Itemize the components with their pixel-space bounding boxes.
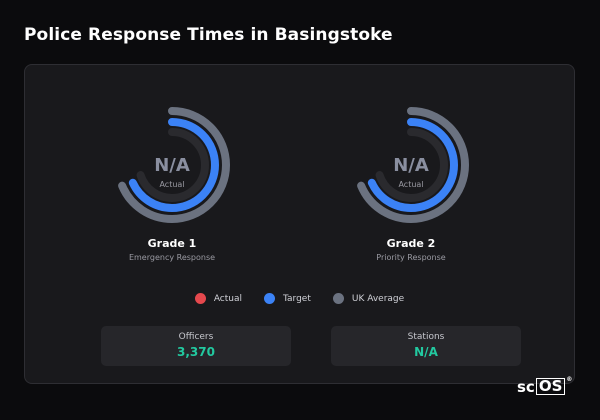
gauge-value: N/A xyxy=(393,155,429,176)
legend: Actual Target UK Average xyxy=(25,293,574,304)
brand-boxed: OS xyxy=(535,378,566,395)
actual-track-ring xyxy=(374,128,448,202)
legend-dot-icon xyxy=(194,293,206,304)
gauge-title: Grade 2 xyxy=(386,237,436,250)
brand-logo: sc OS ® xyxy=(517,376,573,396)
legend-item-actual: Actual xyxy=(194,293,243,304)
gauge-grade-2-rings: N/A Actual xyxy=(353,107,469,223)
brand-prefix: sc xyxy=(517,378,535,396)
gauge-value: N/A xyxy=(154,155,190,176)
target-ring xyxy=(125,118,219,212)
brand-registered-mark: ® xyxy=(566,376,573,383)
legend-item-uk-average: UK Average xyxy=(332,293,405,304)
stat-value: N/A xyxy=(414,345,438,359)
legend-dot-icon xyxy=(332,293,344,304)
legend-label: Actual xyxy=(213,293,243,304)
page-title: Police Response Times in Basingstoke xyxy=(24,25,393,45)
stat-label: Stations xyxy=(407,332,445,342)
uk-average-ring xyxy=(114,107,230,223)
actual-track-ring xyxy=(135,128,209,202)
gauge-grade-2: N/A Actual Grade 2 Priority Response xyxy=(321,105,501,262)
gauge-grade-1-rings: N/A Actual xyxy=(114,107,230,223)
stat-label: Officers xyxy=(178,332,214,342)
response-times-panel: N/A Actual Grade 1 Emergency Response N/… xyxy=(24,64,575,384)
gauge-caption: Actual xyxy=(398,180,423,189)
gauge-title: Grade 1 xyxy=(147,237,197,250)
legend-item-target: Target xyxy=(264,293,311,304)
legend-label: Target xyxy=(283,293,311,304)
stat-value: 3,370 xyxy=(177,345,215,359)
gauge-caption: Actual xyxy=(159,180,184,189)
legend-label: UK Average xyxy=(351,293,405,304)
legend-dot-icon xyxy=(264,293,276,304)
gauge-subtitle: Priority Response xyxy=(376,253,446,262)
gauge-grade-1: N/A Actual Grade 1 Emergency Response xyxy=(82,105,262,262)
stat-card-officers: Officers 3,370 xyxy=(101,326,291,366)
stat-card-stations: Stations N/A xyxy=(331,326,521,366)
uk-average-ring xyxy=(353,107,469,223)
target-ring xyxy=(364,118,458,212)
gauge-subtitle: Emergency Response xyxy=(128,253,216,262)
